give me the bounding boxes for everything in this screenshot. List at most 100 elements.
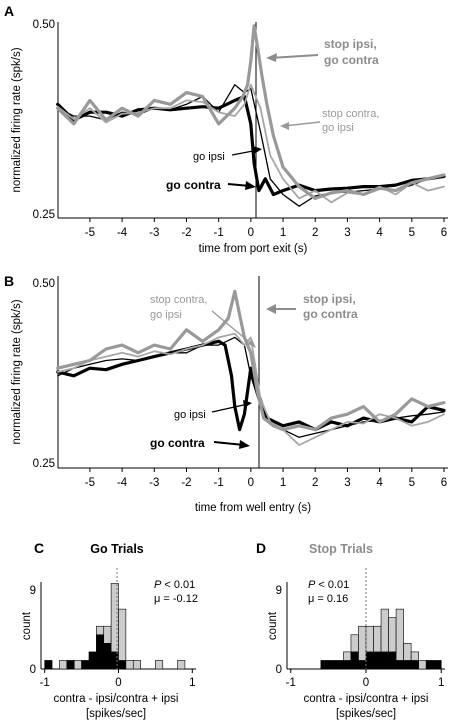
panel-b-xtick-label: 4	[376, 477, 383, 489]
panel-b-arrowhead-go-contra	[239, 440, 250, 449]
panel-c-xlabel: contra - ipsi/contra + ipsi	[54, 693, 179, 705]
panel-c-bar-gray	[132, 660, 141, 670]
panel-d-bar-black	[373, 651, 382, 670]
panel-b-xlabel: time from well entry (s)	[195, 502, 311, 514]
panel-c-bar-gray	[155, 660, 164, 670]
panel-d-bar-black	[335, 660, 344, 670]
panel-c-p-value: < 0.01	[164, 579, 195, 591]
panel-d-bar-gray	[365, 625, 374, 653]
panel-a-annot-stop-contra-2: go ipsi	[322, 122, 354, 134]
panel-d-bar-black	[425, 660, 435, 670]
panel-d-xtick-label: 1	[438, 677, 444, 689]
panel-a-xtick-label: -3	[149, 227, 159, 239]
panel-b-ytick-050: 0.50	[33, 278, 55, 290]
panel-a-series-stop-ipsi-go-contra	[56, 24, 446, 200]
panel-c-bar-black	[81, 660, 90, 670]
panel-d-bar-gray	[380, 608, 389, 653]
panel-a-xtick-label: -5	[85, 227, 95, 239]
panel-a-xticks: -5 -4 -3 -2 -1 0 1 2 3 4 5 6	[85, 218, 447, 239]
panel-a-arrowhead-go-contra	[245, 181, 256, 190]
panel-c-bar-gray	[73, 660, 82, 670]
panel-d: D Stop Trials 9 0 count -1 0 1 P < 0.01 μ …	[256, 540, 445, 720]
panel-d-bar-gray	[395, 608, 404, 661]
panel-d-bar-black	[410, 660, 419, 670]
panel-b-arrowhead-stop-ipsi	[266, 304, 276, 314]
panel-b-xtick-label: -2	[181, 477, 191, 489]
panel-b-annot-stop-ipsi-2: go contra	[303, 307, 358, 321]
panel-a-xtick-label: 5	[409, 227, 415, 239]
panel-a-xtick-label: 4	[376, 227, 383, 239]
panel-c-ytick-0: 0	[30, 664, 36, 676]
panel-d-stat-p: P < 0.01	[308, 579, 349, 591]
panel-c-bar-gray	[103, 625, 112, 644]
panel-c-bar-gray	[118, 608, 127, 661]
panel-b-xtick-label: 5	[409, 477, 415, 489]
panel-c-xlabel2: [spikes/sec]	[86, 708, 146, 720]
panel-b-series-stop-ipsi-go-contra	[56, 289, 446, 432]
panel-d-bar-gray	[388, 617, 397, 653]
panel-a-ylabel: normalized firing rate (spk/s)	[11, 47, 23, 192]
panel-d-bar-black	[380, 651, 389, 670]
panel-a-xtick-label: -4	[117, 227, 128, 239]
panel-b-xtick-label: -5	[85, 477, 95, 489]
panel-a: A 0.50 0.25 normalized firing rate (spk/…	[4, 3, 448, 255]
panel-a-annot-go-contra: go contra	[166, 178, 221, 192]
panel-b-xtick-label: 1	[280, 477, 286, 489]
panel-b-xtick-label: -4	[117, 477, 128, 489]
panel-a-ytick-050: 0.50	[33, 19, 55, 31]
panel-d-bar-black	[395, 660, 404, 670]
panel-c-stat-p: P < 0.01	[154, 579, 195, 591]
panel-c-bar-gray	[125, 660, 134, 670]
panel-a-label: A	[4, 3, 14, 19]
panel-c-bar-black	[66, 660, 75, 670]
panel-d-bar-black	[365, 651, 374, 670]
panel-b-arrowhead-go-ipsi	[243, 400, 252, 408]
panel-c-ytick-9: 9	[30, 585, 36, 597]
panel-a-xtick-label: 6	[441, 227, 447, 239]
panel-b-arrowhead-stop-contra	[248, 339, 256, 348]
panel-b-xtick-label: -1	[214, 477, 224, 489]
panel-b-xtick-label: 0	[248, 477, 254, 489]
panel-c-xticks: -1 0 1	[40, 669, 196, 689]
panel-a-xtick-label: 2	[312, 227, 318, 239]
panel-d-xtick-label: 0	[363, 677, 369, 689]
panel-a-annot-go-ipsi: go ipsi	[193, 151, 225, 163]
panel-c-bar-black	[88, 651, 97, 670]
panel-c-xtick-label: 1	[189, 677, 195, 689]
panel-a-xtick-label: 0	[248, 227, 254, 239]
panel-b-xtick-label: 2	[312, 477, 318, 489]
panel-a-xtick-label: 1	[280, 227, 286, 239]
panel-c: C Go Trials 9 0 count -1 0 1 P < 0.01 μ = …	[21, 540, 198, 720]
panel-c-bar-black	[44, 660, 53, 670]
panel-b-label: B	[4, 273, 14, 289]
panel-a-annot-stop-ipsi-2: go contra	[324, 53, 379, 67]
panel-d-xticks: -1 0 1	[286, 669, 444, 689]
panel-c-bar-black	[103, 643, 112, 670]
panel-c-ylabel: count	[21, 611, 33, 640]
panel-d-ytick-9: 9	[276, 585, 282, 597]
panel-a-arrowhead-go-ipsi	[253, 146, 262, 154]
panel-b-arrow-go-ipsi	[211, 403, 249, 413]
panel-b-arrow-go-contra	[213, 441, 245, 446]
panel-b-annot-stop-contra-2: go ipsi	[150, 309, 182, 321]
panel-d-bar-gray	[343, 651, 352, 661]
panel-c-title: Go Trials	[90, 542, 144, 556]
panel-c-p-symbol: P	[154, 579, 162, 591]
panel-c-bar-gray	[177, 660, 186, 670]
panel-b: B 0.50 0.25 normalized firing rate (spk/…	[4, 273, 448, 514]
panel-d-xtick-label: -1	[286, 677, 296, 689]
panel-a-annot-stop-contra-1: stop contra,	[322, 108, 379, 120]
panel-a-xlabel: time from port exit (s)	[199, 243, 308, 255]
panel-d-label: D	[256, 540, 266, 556]
panel-b-xtick-label: -3	[149, 477, 159, 489]
panel-d-bar-gray	[373, 625, 382, 653]
panel-b-series-go-contra	[56, 339, 446, 432]
panel-b-annot-stop-contra-1: stop contra,	[150, 294, 207, 306]
panel-d-bar-gray	[403, 643, 412, 661]
panel-c-xtick-label: -1	[40, 677, 50, 689]
panel-d-p-symbol: P	[308, 579, 316, 591]
panel-d-bar-black	[403, 660, 412, 670]
panel-b-ytick-025: 0.25	[33, 458, 55, 470]
panel-d-stat-mu: μ = 0.16	[308, 593, 348, 605]
panel-d-bar-black	[320, 660, 329, 670]
